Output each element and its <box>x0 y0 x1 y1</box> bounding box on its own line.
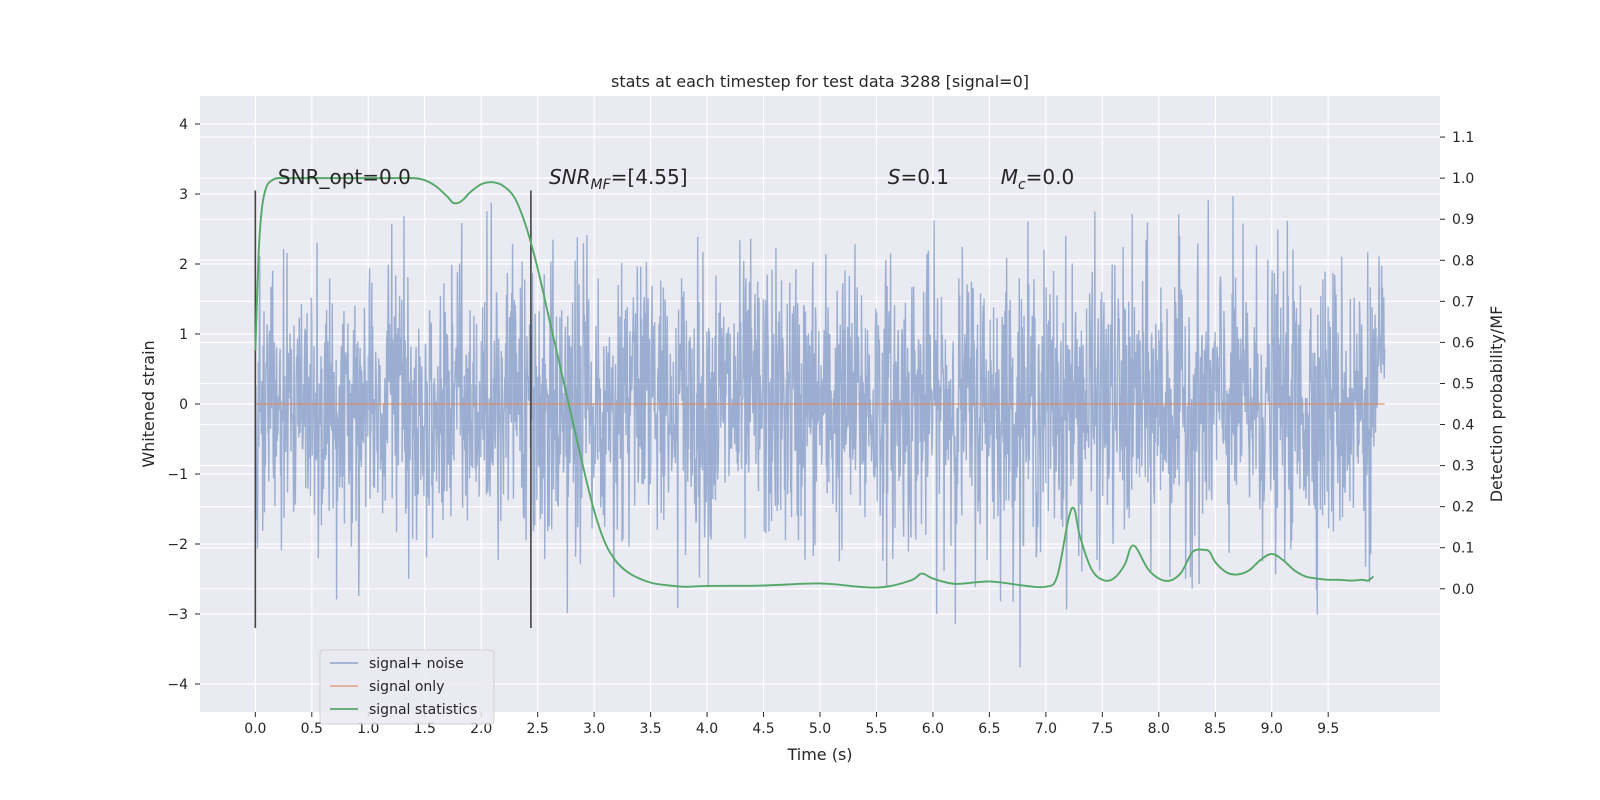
y-tick-label: −1 <box>167 467 188 483</box>
x-tick-label: 9.0 <box>1261 721 1283 737</box>
y-right-tick-label: 0.1 <box>1452 541 1474 557</box>
ticks: 0.0 0.5 1.0 1.5 2.0 2.5 3.0 3.5 4.0 4.5 5.0 5.5 6.0 6… <box>167 117 1474 737</box>
y-right-tick-label: 0.9 <box>1452 212 1474 228</box>
y-tick-label: −2 <box>167 537 188 553</box>
x-tick-label: 6.0 <box>922 721 944 737</box>
legend: signal+ noise signal only signal statist… <box>319 649 495 725</box>
y-right-tick-label: 0.8 <box>1452 253 1474 269</box>
x-tick-label: 3.5 <box>639 721 661 737</box>
x-tick-label: 2.5 <box>527 721 549 737</box>
annotation-value: =0.1 <box>900 165 949 189</box>
y-right-tick-label: 0.2 <box>1452 500 1474 516</box>
annotation-2: S=0.1 <box>888 165 949 189</box>
legend-label-noise: signal+ noise <box>369 656 464 672</box>
x-tick-label: 5.0 <box>809 721 831 737</box>
y-right-tick-label: 0.0 <box>1452 582 1474 598</box>
x-tick-label: 6.5 <box>978 721 1000 737</box>
x-tick-label: 7.5 <box>1091 721 1113 737</box>
chart-title: stats at each timestep for test data 328… <box>611 72 1029 91</box>
annotation-symbol: S <box>888 165 901 189</box>
x-tick-label: 4.0 <box>696 721 718 737</box>
x-tick-label: 1.5 <box>414 721 436 737</box>
annotations: SNR_opt=0.0 SNRMF=[4.55] S=0.1 Mc=0.0 <box>278 165 1074 193</box>
y-tick-label: 0 <box>179 397 188 413</box>
annotation-0: SNR_opt=0.0 <box>278 165 411 189</box>
y-tick-label: 2 <box>179 257 188 273</box>
x-tick-label: 1.0 <box>357 721 379 737</box>
annotation-subscript: c <box>1018 177 1026 193</box>
x-tick-label: 7.0 <box>1035 721 1057 737</box>
x-tick-label: 8.0 <box>1148 721 1170 737</box>
y-tick-label: −4 <box>167 677 188 693</box>
y-tick-label: 4 <box>179 117 188 133</box>
x-tick-label: 0.5 <box>301 721 323 737</box>
noise-series-line <box>254 196 1386 668</box>
x-tick-label: 2.0 <box>470 721 492 737</box>
y-right-tick-label: 0.3 <box>1452 459 1474 475</box>
x-axis-label: Time (s) <box>786 745 852 764</box>
vertical-markers <box>254 190 532 628</box>
x-tick-label: 4.5 <box>752 721 774 737</box>
annotation-symbol: M <box>1001 165 1018 189</box>
y-tick-label: 3 <box>179 187 188 203</box>
statistics-trace <box>254 177 1374 589</box>
x-tick-label: 8.5 <box>1204 721 1226 737</box>
legend-label-signal: signal only <box>369 679 444 695</box>
x-tick-label: 5.5 <box>865 721 887 737</box>
y-right-tick-label: 0.6 <box>1452 335 1474 351</box>
x-tick-label: 0.0 <box>244 721 266 737</box>
y-right-tick-label: 1.1 <box>1452 130 1474 146</box>
statistics-series-line <box>254 177 1374 589</box>
annotation-3: Mc=0.0 <box>1001 165 1075 193</box>
x-tick-label: 9.5 <box>1317 721 1339 737</box>
y-tick-label: −3 <box>167 607 188 623</box>
legend-box <box>319 649 495 725</box>
noise-trace <box>254 196 1386 668</box>
y-right-tick-label: 0.4 <box>1452 418 1474 434</box>
y-right-tick-label: 0.5 <box>1452 376 1474 392</box>
annotation-value: =[4.55] <box>611 165 688 189</box>
annotation-symbol: SNR <box>549 165 591 189</box>
x-tick-label: 3.0 <box>583 721 605 737</box>
annotation-subscript: MF <box>591 177 612 193</box>
annotation-1: SNRMF=[4.55] <box>549 165 688 193</box>
y-tick-label: 1 <box>179 327 188 343</box>
y-right-tick-label: 0.7 <box>1452 294 1474 310</box>
y-right-tick-label: 1.0 <box>1452 171 1474 187</box>
legend-label-statistics: signal statistics <box>369 702 477 718</box>
y-axis-label: Whitened strain <box>139 340 158 467</box>
annotation-value: =0.0 <box>1026 165 1075 189</box>
y-axis-label-right: Detection probability/MF <box>1487 306 1506 503</box>
